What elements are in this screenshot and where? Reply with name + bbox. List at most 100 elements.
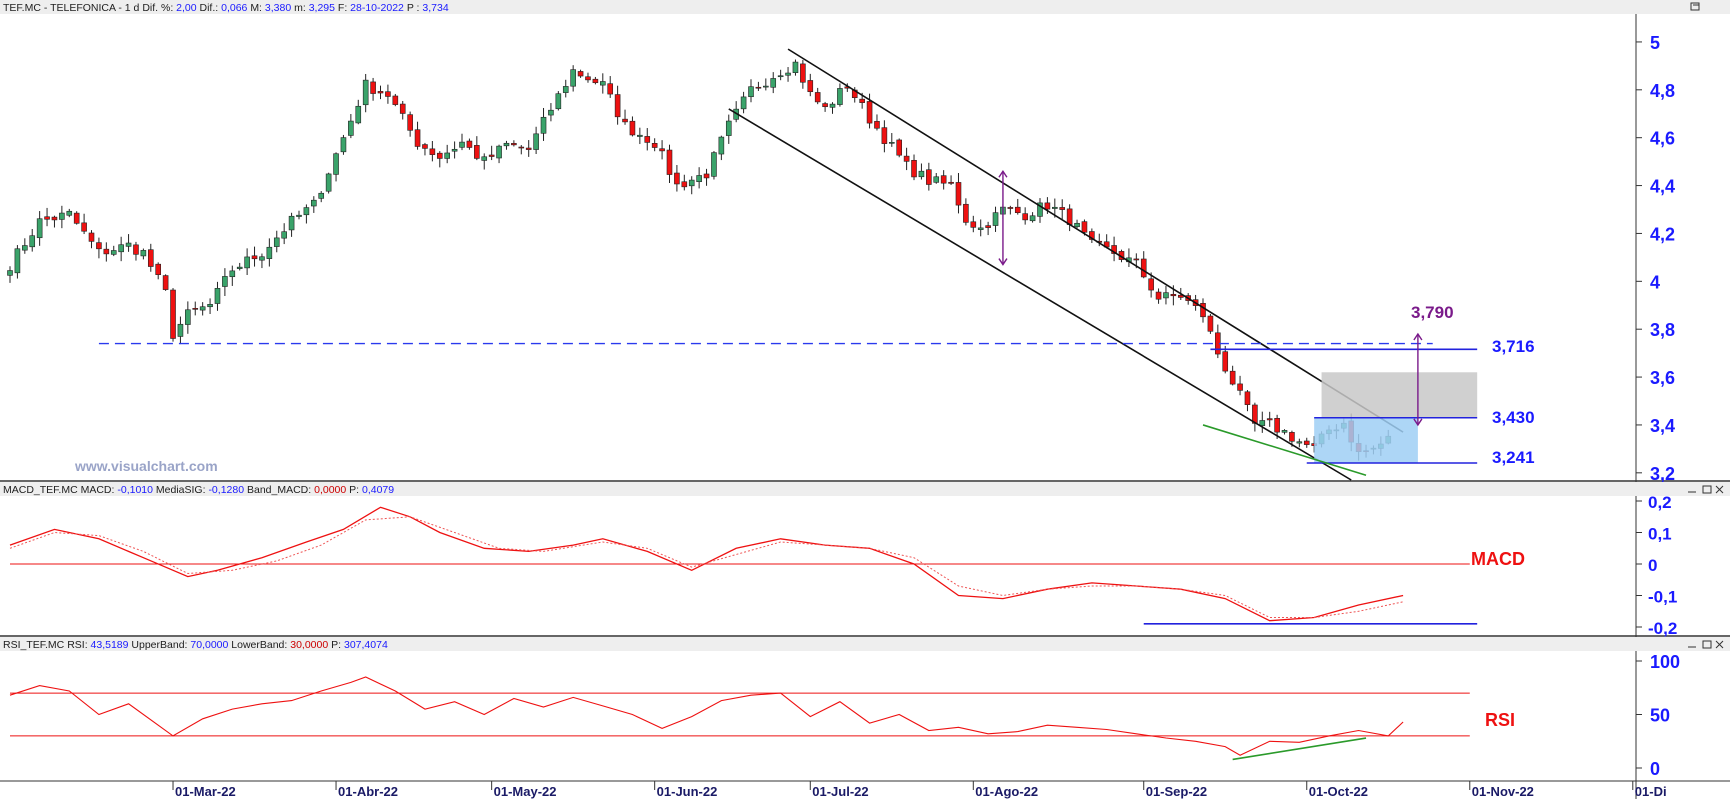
candle [1148, 272, 1154, 298]
candle [451, 141, 458, 159]
candle [599, 73, 606, 94]
candle-body-up [725, 120, 732, 136]
candle-body-down [800, 63, 806, 83]
channel-lower-line [728, 108, 1352, 481]
candle-body-up [355, 105, 362, 124]
candle [1252, 402, 1258, 432]
candle [303, 204, 310, 224]
candle [429, 141, 436, 162]
macd-window-buttons[interactable] [1688, 485, 1724, 494]
candle [748, 79, 754, 103]
candle-body-up [288, 215, 295, 231]
candle [1059, 199, 1066, 220]
candle [651, 138, 658, 152]
close-icon[interactable] [1715, 640, 1724, 649]
candle [44, 207, 50, 227]
candle-body-up [1281, 430, 1288, 433]
macd-header-bar [0, 482, 1730, 496]
candle [644, 128, 651, 151]
candle [281, 223, 287, 245]
candle-body-up [66, 210, 73, 216]
candle [814, 87, 821, 105]
restore-icon[interactable] [1702, 640, 1712, 649]
candle [637, 127, 643, 145]
candle-body-up [1052, 206, 1058, 209]
candle [177, 316, 184, 345]
macd-series-line [9, 506, 1404, 622]
candle [66, 208, 73, 218]
candle [488, 145, 495, 161]
candle [970, 215, 977, 233]
candle [407, 111, 413, 137]
candle-body-down [866, 101, 873, 124]
candle-body-down [1266, 418, 1273, 421]
candle [1259, 411, 1266, 433]
y-tick-label: 3,8 [1650, 320, 1675, 340]
candle [273, 230, 280, 253]
channel-upper-line [787, 48, 1404, 433]
candle [1022, 207, 1028, 225]
candle [703, 168, 710, 186]
rsi-support-line [1232, 737, 1367, 761]
candle-body-up [1037, 202, 1043, 217]
candle-body-up [22, 245, 28, 251]
candle-body-up [110, 250, 117, 255]
x-tick-label: 01-Abr-22 [338, 784, 398, 799]
candle-body-down [377, 91, 384, 94]
candle [1037, 198, 1043, 223]
candle-body-up [229, 270, 236, 278]
restore-icon[interactable] [1702, 485, 1712, 494]
candle-body-up [933, 176, 940, 183]
candle [155, 262, 161, 280]
candle-body-down [1059, 207, 1066, 210]
price-window-buttons[interactable] [1690, 2, 1700, 11]
candle-body-down [370, 81, 376, 94]
candle-body-down [133, 244, 139, 255]
candle [540, 107, 547, 141]
x-tick-label: 01-Sep-22 [1146, 784, 1207, 799]
candle-body-down [51, 216, 58, 221]
candle-body-down [1140, 258, 1147, 278]
candle-body-down [474, 145, 480, 159]
candle [1281, 429, 1288, 435]
candle-body-up [177, 323, 184, 337]
candle-body-down [1111, 245, 1117, 254]
rsi-window-buttons[interactable] [1688, 640, 1724, 649]
candle [96, 237, 102, 259]
candle [355, 99, 362, 125]
y-tick-label: 4 [1650, 272, 1660, 292]
y-tick-label: 3,6 [1650, 368, 1675, 388]
candle-body-down [525, 147, 532, 150]
candle-body-up [36, 218, 43, 239]
candle [199, 302, 206, 316]
macd-y-tick-label: -0,2 [1648, 619, 1677, 638]
candle [1244, 390, 1251, 412]
candle-body-up [888, 142, 895, 144]
candle [940, 170, 947, 190]
candle-body-up [718, 136, 725, 155]
candle [110, 245, 117, 257]
candle-body-down [385, 91, 391, 97]
restore-icon[interactable] [1690, 2, 1700, 11]
candle [370, 77, 376, 101]
candle-body-up [1296, 441, 1303, 444]
y-tick-label: 3,4 [1650, 416, 1675, 436]
candle-body-down [518, 146, 525, 149]
candle [133, 241, 139, 261]
close-icon[interactable] [1715, 485, 1724, 494]
candle-body-down [903, 155, 910, 162]
candle-body-down [170, 289, 176, 339]
candle-body-up [459, 141, 465, 148]
candle-body-down [859, 98, 865, 103]
candle [377, 85, 384, 100]
measured-move-head-bottom [998, 258, 1008, 266]
candle [414, 121, 421, 150]
candle-body-down [88, 232, 95, 242]
candle-body-up [222, 276, 228, 287]
candle [696, 167, 702, 189]
candle [222, 268, 228, 296]
candle-body-down [1089, 231, 1095, 240]
grid-layer [0, 14, 1730, 799]
candle-body-up [1029, 215, 1036, 222]
candle [36, 211, 43, 246]
